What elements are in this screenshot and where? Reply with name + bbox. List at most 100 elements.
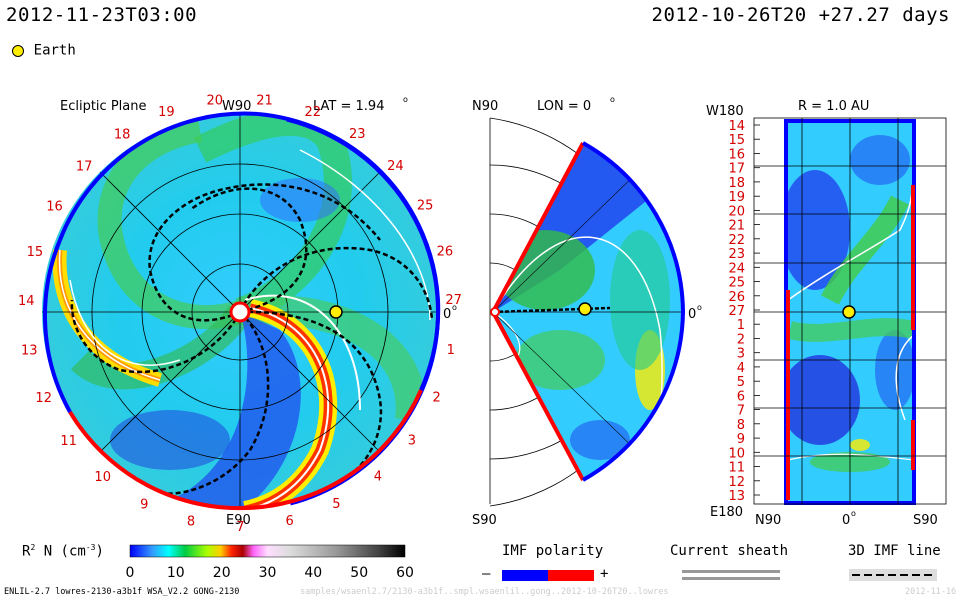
radial-ytick-label: 3 xyxy=(737,347,745,362)
run-info-label: 2012-10-26T20 +27.27 days xyxy=(651,4,950,26)
colorbar-label-prefix: R xyxy=(22,543,31,560)
ecliptic-lat-label: LAT = 1.94 xyxy=(313,99,384,114)
radial-ytick-label: 27 xyxy=(728,304,745,319)
imf-line-legend xyxy=(849,569,937,581)
carrington-label: 2 xyxy=(433,390,441,405)
current-sheath-title: Current sheath xyxy=(670,543,789,559)
colorbar-label: R2 N (cm-3) xyxy=(22,543,104,560)
imf-polarity-legend xyxy=(502,570,594,581)
colorbar-label-sup: 2 xyxy=(30,543,36,552)
radial-ytick-label: 15 xyxy=(728,133,745,148)
carrington-label: 18 xyxy=(114,127,131,142)
imf-minus-swatch xyxy=(502,570,548,581)
radial-ytick-label: 17 xyxy=(728,162,745,177)
colorbar-tick-label: 60 xyxy=(396,565,414,581)
imf-minus-label: – xyxy=(482,566,491,582)
carrington-label: 23 xyxy=(349,127,366,142)
radial-ytick-label: 6 xyxy=(737,389,745,404)
radial-bottom-zero-sup: o xyxy=(851,509,856,518)
colorbar-tick-label: 30 xyxy=(259,565,277,581)
radial-ytick-label: 13 xyxy=(728,489,745,504)
meridional-zero-label: 0 xyxy=(688,307,696,322)
carrington-label: 4 xyxy=(374,470,382,485)
imf-plus-swatch xyxy=(548,570,594,581)
density-colorbar: 0 10 20 30 40 50 60 xyxy=(126,544,414,581)
meridional-lon-label: LON = 0 xyxy=(537,99,591,114)
meridional-lon-sup: o xyxy=(610,95,615,104)
radial-ytick-label: 21 xyxy=(728,219,745,234)
carrington-label: 21 xyxy=(256,93,273,108)
carrington-label: 25 xyxy=(417,199,434,214)
radial-ytick-label: 19 xyxy=(728,190,745,205)
ecliptic-title: Ecliptic Plane xyxy=(60,99,146,114)
radial-bottom-s: S90 xyxy=(913,513,938,528)
colorbar-tick-label: 20 xyxy=(213,565,231,581)
carrington-label: 15 xyxy=(27,245,44,260)
radial-ytick-label: 5 xyxy=(737,375,745,390)
radial-ytick-label: 1 xyxy=(737,318,745,333)
carrington-label: 3 xyxy=(408,434,416,449)
radial-ytick-label: 22 xyxy=(728,233,745,248)
radial-ytick-label: 7 xyxy=(737,404,745,419)
meridional-plane-plot xyxy=(489,117,686,507)
radial-ytick-label: 2 xyxy=(737,333,745,348)
carrington-label: 26 xyxy=(437,244,454,259)
meridional-zero-sup: o xyxy=(697,303,702,312)
radial-ytick-label: 12 xyxy=(728,475,745,490)
radial-ytick-label: 16 xyxy=(728,148,745,163)
carrington-label: 19 xyxy=(158,105,175,120)
imf-plus-label: + xyxy=(600,566,609,582)
ecliptic-lat-sup: o xyxy=(403,95,408,104)
imf-line-title: 3D IMF line xyxy=(848,543,941,559)
radial-top-left: W180 xyxy=(706,104,744,119)
radial-ytick-label: 18 xyxy=(728,176,745,191)
earth-marker-meridional xyxy=(578,302,592,316)
radial-bottom-n: N90 xyxy=(755,513,781,528)
carrington-label: 14 xyxy=(18,294,35,309)
carrington-label: 11 xyxy=(60,434,77,449)
meridional-top-label: N90 xyxy=(472,99,498,114)
colorbar-tick-label: 40 xyxy=(304,565,322,581)
carrington-label: 5 xyxy=(332,497,340,512)
carrington-label: 7 xyxy=(236,520,244,535)
carrington-label: 1 xyxy=(447,343,455,358)
radial-ytick-label: 23 xyxy=(728,247,745,262)
carrington-label: 16 xyxy=(46,199,63,214)
colorbar-label-exp: -3 xyxy=(85,543,96,552)
colorbar-tick-label: 50 xyxy=(350,565,368,581)
carrington-label: 9 xyxy=(140,497,148,512)
colorbar-label-main: N (cm xyxy=(35,543,86,560)
earth-marker-ecliptic xyxy=(329,305,343,319)
colorbar-tick-label: 0 xyxy=(126,565,135,581)
ecliptic-top-label: W90 xyxy=(222,99,251,114)
carrington-label: 13 xyxy=(21,344,38,359)
radial-ytick-label: 11 xyxy=(728,461,745,476)
radial-ytick-label: 4 xyxy=(737,361,745,376)
carrington-label: 12 xyxy=(35,391,52,406)
carrington-label: 24 xyxy=(387,159,404,174)
carrington-label: 8 xyxy=(187,514,195,529)
radial-ytick-label: 9 xyxy=(737,432,745,447)
carrington-label: 17 xyxy=(76,159,93,174)
imf-polarity-title: IMF polarity xyxy=(502,543,604,559)
radial-ytick-label: 20 xyxy=(728,204,745,219)
footer-trailing: 2012-11-16 xyxy=(905,587,957,597)
ecliptic-plane-plot xyxy=(40,111,441,512)
ecliptic-zero-sup: o xyxy=(452,303,457,312)
earth-legend-label: Earth xyxy=(33,42,76,59)
earth-legend: Earth xyxy=(12,40,76,59)
radial-ytick-label: 10 xyxy=(728,446,745,461)
radial-ytick-label: 24 xyxy=(728,261,745,276)
colorbar-label-close: ) xyxy=(95,543,104,560)
radial-ytick-label: 26 xyxy=(728,290,745,305)
colorbar-tick-label: 10 xyxy=(167,565,185,581)
earth-marker-radial xyxy=(842,305,856,319)
carrington-label: 27 xyxy=(445,293,462,308)
radial-map-plot xyxy=(753,117,947,505)
meridional-bottom-label: S90 xyxy=(472,513,497,528)
current-time-label: 2012-11-23T03:00 xyxy=(6,4,198,26)
ecliptic-bottom-label: E90 xyxy=(226,513,251,528)
radial-title: R = 1.0 AU xyxy=(798,99,869,114)
